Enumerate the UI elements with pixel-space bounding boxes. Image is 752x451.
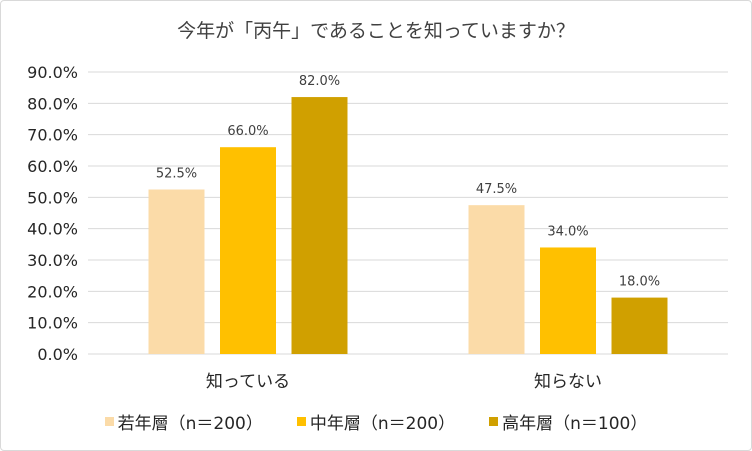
y-tick-label: 60.0% [27, 157, 78, 176]
y-tick-label: 20.0% [27, 282, 78, 301]
x-category-label: 知らない [534, 372, 602, 392]
y-tick-label: 90.0% [27, 63, 78, 82]
chart-title: 今年が「丙午」であることを知っていますか？ [177, 20, 575, 42]
legend-swatch [296, 417, 306, 426]
bar [291, 97, 348, 355]
y-tick-label: 10.0% [27, 314, 78, 333]
legend-swatch [489, 417, 499, 426]
y-tick-label: 70.0% [27, 126, 78, 145]
legend-swatch [104, 417, 114, 426]
bar [540, 247, 596, 354]
y-tick-label: 50.0% [27, 188, 78, 207]
y-tick-label: 80.0% [27, 94, 78, 113]
x-category-label: 知っている [206, 372, 290, 392]
legend-item: 中年層（n＝200） [296, 409, 456, 434]
data-label: 52.5% [156, 167, 197, 182]
legend-item: 高年層（n＝100） [489, 409, 647, 434]
y-tick-label: 40.0% [27, 220, 78, 239]
legend-label: 高年層（n＝100） [502, 414, 648, 434]
legend-label: 中年層（n＝200） [309, 414, 456, 434]
legend-item: 若年層（n＝200） [104, 409, 263, 434]
data-label: 18.0% [619, 275, 660, 290]
data-label: 47.5% [476, 182, 517, 197]
legend: 若年層（n＝200） 中年層（n＝200） 高年層（n＝100） [0, 409, 752, 434]
bar [468, 205, 525, 354]
y-tick-label: 0.0% [37, 345, 78, 364]
bar [220, 147, 276, 354]
data-label: 34.0% [547, 224, 588, 239]
data-label: 82.0% [299, 74, 340, 89]
legend-label: 若年層（n＝200） [117, 414, 263, 434]
y-tick-label: 30.0% [27, 251, 78, 270]
bar [148, 189, 205, 354]
bar [611, 297, 668, 354]
data-label: 66.0% [227, 124, 268, 139]
